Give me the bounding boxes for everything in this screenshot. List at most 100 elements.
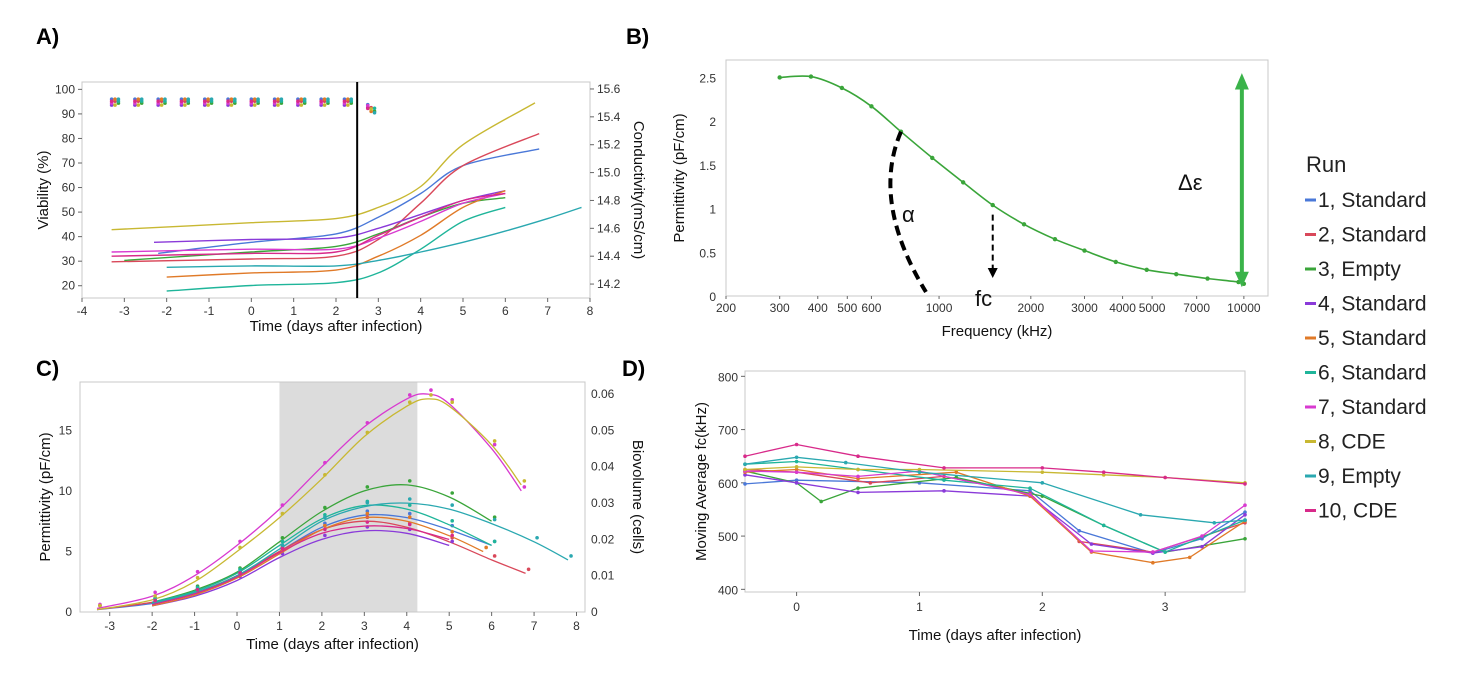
point-10-cde bbox=[1243, 482, 1247, 486]
point-1-standard bbox=[407, 511, 412, 516]
y2-tick-label: 0.02 bbox=[591, 532, 615, 546]
series-line-1-standard bbox=[744, 479, 1246, 554]
x-tick-label: 2 bbox=[333, 304, 340, 318]
legend-label-10-cde: 10, CDE bbox=[1318, 500, 1397, 523]
point-4-standard bbox=[1200, 544, 1204, 549]
point-4-standard bbox=[743, 473, 747, 477]
point-7-standard bbox=[1028, 492, 1032, 497]
point-7-standard bbox=[365, 420, 370, 425]
x-tick-label: 2 bbox=[319, 619, 326, 633]
y-axis-title: Permittivity (pF/cm) bbox=[37, 432, 54, 561]
point-8-cde bbox=[743, 467, 747, 472]
point-3-empty bbox=[323, 505, 327, 510]
plot-frame bbox=[744, 370, 1246, 593]
point-6-standard bbox=[794, 459, 799, 464]
point-9-empty bbox=[407, 497, 412, 501]
point-8-cde bbox=[856, 467, 860, 472]
series-line-7-standard bbox=[96, 393, 522, 610]
y-tick-label: 2.5 bbox=[699, 71, 716, 85]
point-8-cde bbox=[365, 430, 370, 435]
viability-point-10-cde bbox=[272, 99, 277, 103]
point-8-cde bbox=[492, 439, 497, 443]
viability-point-8-cde bbox=[136, 103, 141, 107]
legend-label-8-cde: 8, CDE bbox=[1318, 431, 1386, 454]
x-tick-label: 7000 bbox=[1183, 301, 1210, 315]
viability-point-8-cde bbox=[252, 103, 257, 107]
viability-point-5-standard bbox=[206, 97, 210, 101]
viability-point-8-cde bbox=[299, 103, 304, 107]
point-9-empty bbox=[917, 470, 922, 474]
y-tick-label: 1.5 bbox=[699, 159, 716, 173]
viability-point-5-standard bbox=[136, 97, 141, 101]
x-tick-label: -3 bbox=[119, 304, 130, 318]
point-9-empty bbox=[1212, 520, 1217, 525]
viability-point-9-empty bbox=[326, 97, 330, 101]
y2-tick-label: 15.0 bbox=[597, 166, 621, 180]
point-7-standard bbox=[280, 503, 285, 507]
point-10-cde bbox=[856, 454, 860, 459]
point-7-standard bbox=[1089, 549, 1094, 553]
point-6-standard bbox=[1101, 523, 1106, 528]
legend-label-9-empty: 9, Empty bbox=[1318, 465, 1401, 488]
x-tick-label: -3 bbox=[104, 619, 115, 633]
viability-point-5-standard bbox=[229, 97, 234, 101]
x-axis-title: Time (days after infection) bbox=[250, 318, 423, 335]
legend-label-7-standard: 7, Standard bbox=[1318, 396, 1427, 419]
y-tick-label: 500 bbox=[718, 530, 738, 544]
point-8-cde bbox=[429, 393, 433, 397]
plot-frame bbox=[79, 381, 586, 613]
permittivity-point bbox=[777, 75, 782, 80]
legend-label-3-empty: 3, Empty bbox=[1318, 258, 1401, 281]
y-tick-label: 15 bbox=[59, 423, 73, 437]
series-line-10-cde bbox=[111, 192, 506, 257]
permittivity-point bbox=[1144, 267, 1149, 272]
point-10-cde bbox=[1163, 475, 1167, 480]
point-8-cde bbox=[195, 575, 200, 580]
point-5-standard bbox=[1151, 560, 1155, 565]
x-tick-label: 6 bbox=[502, 304, 509, 318]
x-tick-label: -2 bbox=[161, 304, 172, 318]
viability-point-10-cde bbox=[296, 99, 300, 103]
point-7-standard bbox=[238, 539, 242, 544]
point-3-empty bbox=[450, 491, 455, 495]
viability-point-10-cde bbox=[226, 99, 230, 103]
y-tick-label: 1 bbox=[709, 203, 716, 217]
viability-point-9-empty bbox=[233, 97, 237, 101]
x-axis-title: Time (days after infection) bbox=[909, 627, 1082, 644]
point-7-standard bbox=[195, 569, 200, 574]
y2-tick-label: 0 bbox=[591, 605, 598, 619]
point-7-standard bbox=[794, 470, 799, 474]
viability-point-8-cde bbox=[183, 103, 187, 107]
plot-frame bbox=[725, 59, 1269, 297]
series-line-6-standard bbox=[151, 504, 492, 603]
y-tick-label: 100 bbox=[55, 82, 75, 96]
y-tick-label: 800 bbox=[718, 370, 738, 384]
point-6-standard bbox=[942, 478, 946, 482]
point-9-empty bbox=[1040, 481, 1045, 485]
permittivity-point bbox=[1205, 276, 1210, 281]
viability-point-8-cde bbox=[276, 103, 280, 107]
point-7-standard bbox=[153, 590, 157, 595]
y2-tick-label: 0.05 bbox=[591, 423, 615, 437]
point-1-standard bbox=[794, 478, 799, 482]
viability-point-9-empty bbox=[209, 97, 214, 101]
legend-label-1-standard: 1, Standard bbox=[1318, 189, 1427, 212]
point-8-cde bbox=[794, 465, 799, 469]
series-line-3-empty bbox=[744, 470, 1246, 553]
x-tick-label: 7 bbox=[544, 304, 551, 318]
series-line-10-cde bbox=[151, 525, 450, 606]
point-10-cde bbox=[1040, 466, 1045, 470]
y-tick-label: 400 bbox=[718, 583, 738, 597]
chart-c-permittivity-biovolume: -3 -2 -1 0 1 2 3 4 5 6 7 805101500.010.020.030.040.… bbox=[37, 381, 646, 653]
point-4-standard bbox=[1089, 542, 1094, 546]
point-6-standard bbox=[450, 519, 455, 523]
y-tick-label: 70 bbox=[62, 156, 76, 170]
point-8-cde bbox=[238, 545, 242, 550]
point-8-cde bbox=[522, 479, 527, 483]
series-line-3-empty bbox=[151, 484, 492, 603]
x-axis-title: Time (days after infection) bbox=[246, 636, 419, 653]
panel-b-label: B) bbox=[626, 24, 649, 49]
viability-point-5-standard bbox=[299, 97, 304, 101]
series-line-9-empty bbox=[151, 502, 569, 605]
point-10-cde bbox=[450, 533, 455, 538]
